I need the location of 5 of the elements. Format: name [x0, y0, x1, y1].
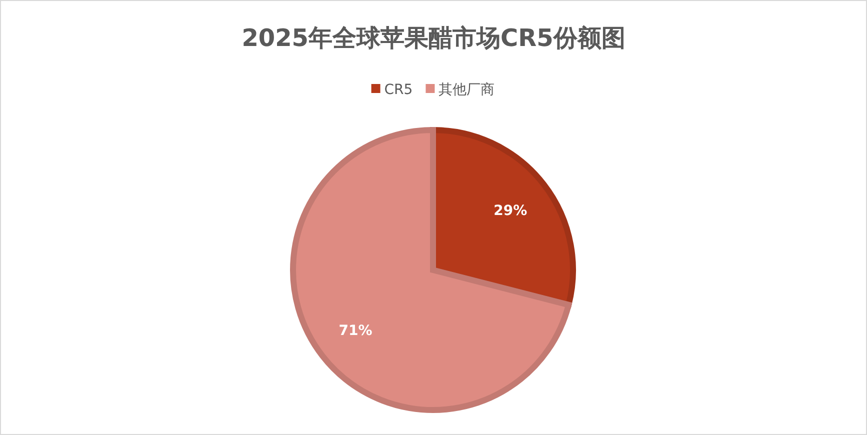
chart-title: 2025年全球苹果醋市场CR5份额图	[242, 24, 626, 52]
data-label: 71%	[338, 323, 372, 340]
legend-label: CR5	[384, 82, 413, 98]
data-label: 29%	[494, 202, 528, 219]
legend-label: 其他厂商	[438, 82, 495, 98]
